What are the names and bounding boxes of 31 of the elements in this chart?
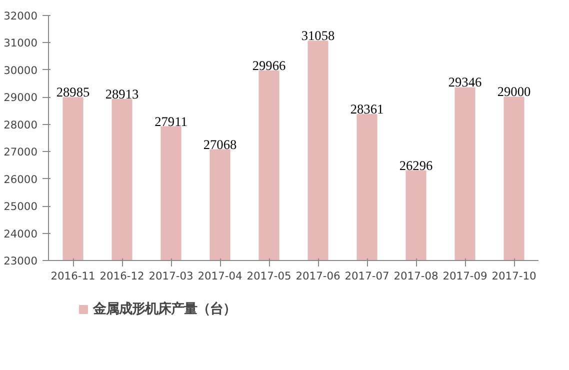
data-label: 26296 xyxy=(399,158,433,173)
x-tick-label: 2017-10 xyxy=(492,270,536,282)
y-tick-label: 24000 xyxy=(4,227,38,240)
data-label: 29966 xyxy=(252,58,286,73)
data-label: 28361 xyxy=(350,102,384,117)
x-tick-label: 2017-09 xyxy=(442,270,488,282)
y-tick-label: 26000 xyxy=(4,172,38,186)
x-tick-label: 2017-06 xyxy=(296,270,340,282)
y-tick-label: 25000 xyxy=(4,200,38,214)
data-label: 31058 xyxy=(301,28,335,44)
y-tick-label: 28000 xyxy=(4,118,38,132)
x-tick-label: 2017-07 xyxy=(344,270,390,282)
y-tick-label: 30000 xyxy=(4,64,38,77)
x-tick-label: 2017-05 xyxy=(246,270,292,282)
y-tick-label: 23000 xyxy=(4,254,38,268)
x-tick-label: 2016-11 xyxy=(50,270,96,282)
data-label: 28985 xyxy=(56,84,90,100)
y-tick-label: 31000 xyxy=(4,36,38,50)
y-tick-label: 27000 xyxy=(4,146,38,159)
x-tick-label: 2017-04 xyxy=(198,270,242,282)
y-tick-label: 29000 xyxy=(4,91,38,104)
data-label: 27068 xyxy=(203,136,237,152)
data-label: 27911 xyxy=(154,114,188,129)
data-label: 29000 xyxy=(497,84,531,100)
x-tick-label: 2017-08 xyxy=(394,270,438,282)
legend-label: 金属成形机床产量（台） xyxy=(93,300,236,318)
data-label: 28913 xyxy=(105,86,139,102)
y-tick-label: 32000 xyxy=(4,10,38,22)
x-tick-label: 2016-12 xyxy=(100,270,144,282)
x-tick-label: 2017-03 xyxy=(148,270,194,282)
data-label: 29346 xyxy=(448,74,482,90)
